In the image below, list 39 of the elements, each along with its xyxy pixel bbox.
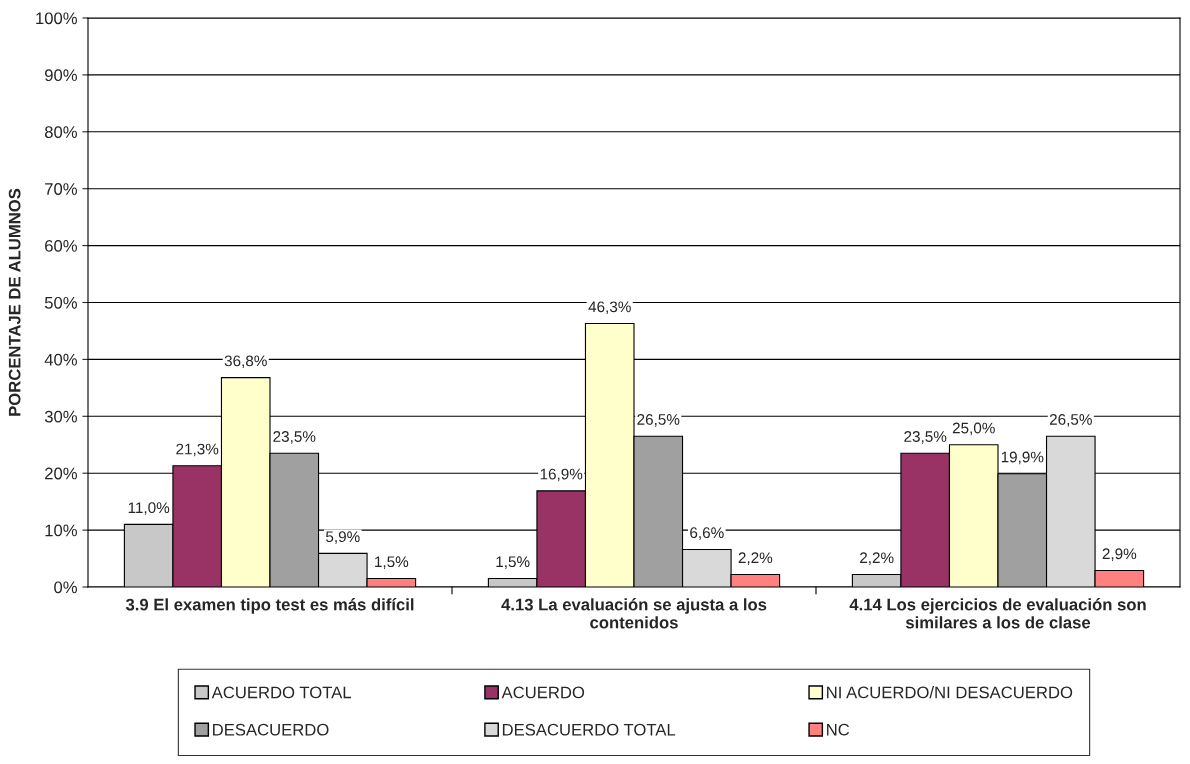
y-tick-label: 30% [44, 410, 77, 423]
legend-label: ACUERDO TOTAL [211, 686, 352, 699]
y-tick-label: 80% [44, 126, 77, 138]
data-label: 46,3% [588, 301, 631, 314]
data-label: 5,9% [326, 531, 360, 544]
legend-label: NC [827, 723, 850, 736]
y-tick-label: 0% [54, 581, 77, 594]
x-tick-label: 4.13 La evaluación se ajusta a los contenidos [501, 598, 767, 629]
y-axis-title: PORCENTAJE DE ALUMNOS [8, 188, 21, 416]
data-label: 2,2% [738, 552, 773, 565]
data-label: 2,9% [1102, 548, 1137, 561]
data-label: 25,0% [952, 422, 995, 436]
legend-label: ACUERDO [501, 686, 585, 699]
legend-label: DESACUERDO TOTAL [502, 723, 676, 736]
legend-label: DESACUERDO [213, 723, 329, 736]
legend-label: NI ACUERDO/NI DESACUERDO [827, 686, 1073, 699]
y-tick-label: 10% [45, 524, 77, 537]
y-tick-label: 70% [45, 183, 77, 195]
y-tick-label: 90% [45, 69, 77, 82]
data-label: 23,5% [273, 431, 316, 444]
data-label: 19,9% [1001, 451, 1044, 465]
y-tick-label: 20% [45, 467, 77, 480]
y-tick-label: 60% [45, 240, 77, 252]
data-label: 6,6% [690, 527, 724, 540]
y-tick-label: 100% [36, 12, 77, 25]
data-label: 16,9% [540, 468, 583, 482]
data-label: 1,5% [496, 556, 530, 569]
data-label: 2,2% [860, 552, 894, 565]
x-tick-label: 4.14 Los ejercicios de evaluación son similares a los de clase [849, 598, 1146, 629]
data-label: 11,0% [128, 502, 170, 515]
data-label: 23,5% [904, 431, 947, 444]
y-tick-label: 50% [44, 296, 77, 309]
data-label: 26,5% [1049, 414, 1092, 427]
data-label: 1,5% [375, 556, 409, 569]
x-tick-label: 3.9 El examen tipo test es más difícil [125, 598, 414, 614]
data-label: 21,3% [176, 443, 219, 457]
data-label: 26,5% [637, 414, 680, 427]
y-tick-label: 40% [44, 353, 77, 366]
data-label: 36,8% [224, 355, 267, 369]
